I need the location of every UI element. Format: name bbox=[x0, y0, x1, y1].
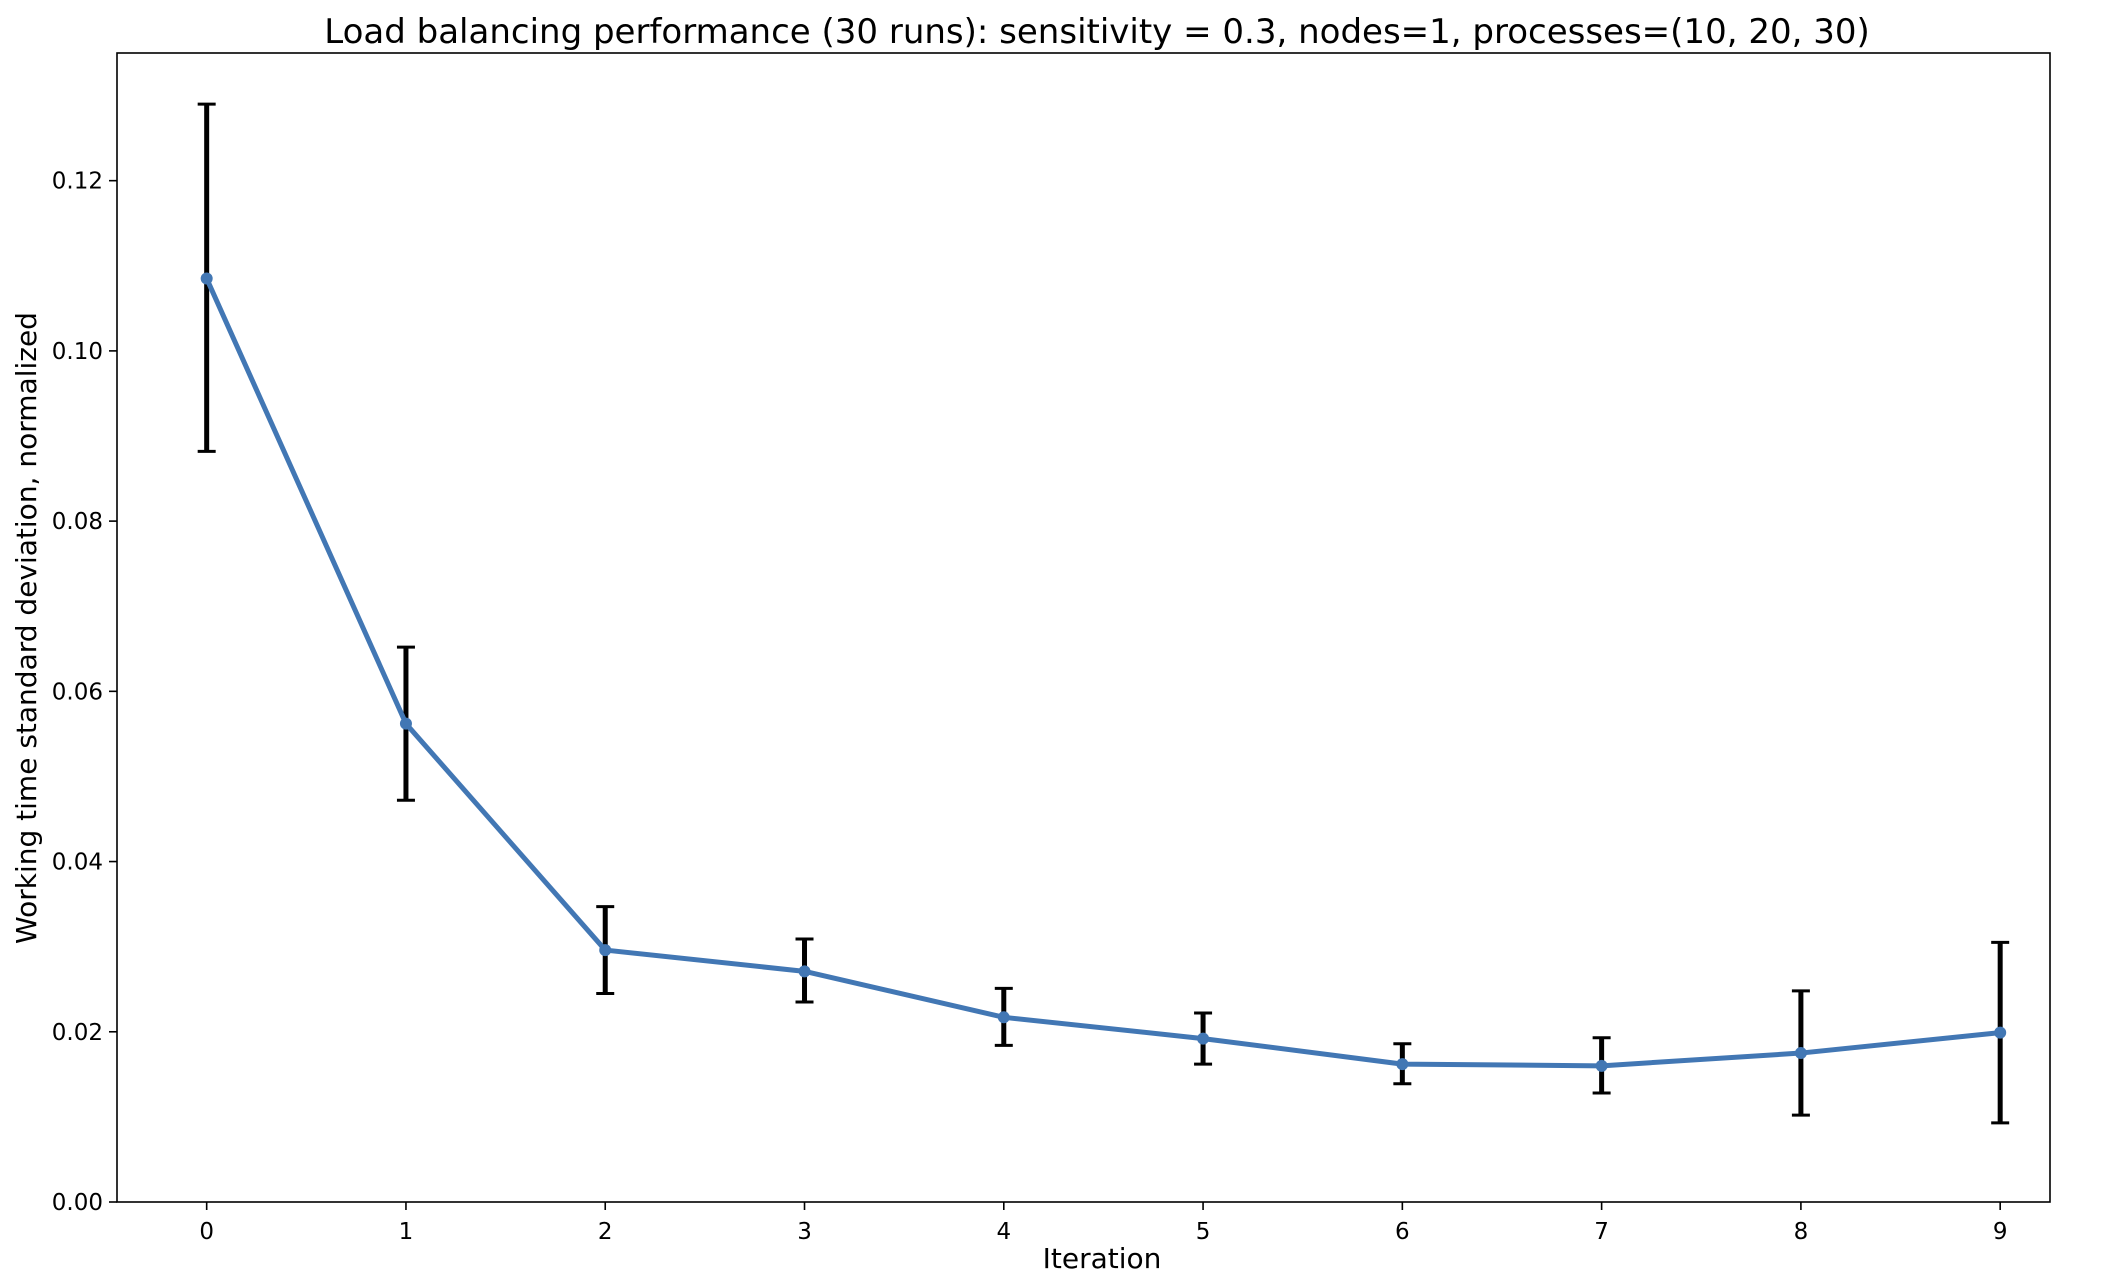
chart-title: Load balancing performance (30 runs): se… bbox=[324, 12, 1869, 52]
data-point bbox=[1794, 1047, 1807, 1060]
x-tick-label: 3 bbox=[797, 1219, 812, 1245]
x-tick-label: 5 bbox=[1196, 1219, 1211, 1245]
y-tick-label: 0.00 bbox=[52, 1190, 103, 1216]
data-point bbox=[599, 944, 612, 957]
data-point bbox=[1994, 1026, 2007, 1039]
y-tick-label: 0.02 bbox=[52, 1020, 103, 1046]
x-axis: 0 1 2 3 4 5 6 7 8 9 bbox=[199, 1202, 2008, 1245]
data-point bbox=[1197, 1032, 1210, 1045]
x-tick-label: 7 bbox=[1594, 1219, 1609, 1245]
y-tick-label: 0.06 bbox=[52, 679, 103, 705]
y-tick-label: 0.10 bbox=[52, 339, 103, 365]
data-point bbox=[399, 717, 412, 730]
data-point bbox=[798, 965, 811, 978]
data-point bbox=[1396, 1058, 1409, 1071]
y-axis: 0.00 0.02 0.04 0.06 0.08 0.10 0.12 bbox=[52, 169, 117, 1216]
x-tick-label: 6 bbox=[1395, 1219, 1410, 1245]
series-markers bbox=[200, 272, 2007, 1072]
data-point bbox=[200, 272, 213, 285]
x-tick-label: 2 bbox=[598, 1219, 613, 1245]
x-tick-label: 9 bbox=[1993, 1219, 2008, 1245]
plot-area-frame bbox=[116, 52, 2051, 1203]
y-tick-label: 0.04 bbox=[52, 850, 103, 876]
y-tick-label: 0.12 bbox=[52, 169, 103, 195]
y-tick-label: 0.08 bbox=[52, 509, 103, 535]
series-line bbox=[204, 276, 2003, 1069]
y-axis-label: Working time standard deviation, normali… bbox=[10, 312, 43, 944]
x-tick-label: 8 bbox=[1794, 1219, 1809, 1245]
x-tick-label: 0 bbox=[199, 1219, 214, 1245]
x-tick-label: 1 bbox=[399, 1219, 414, 1245]
data-point bbox=[997, 1011, 1010, 1024]
x-tick-label: 4 bbox=[996, 1219, 1011, 1245]
data-point bbox=[1595, 1059, 1608, 1072]
error-bars bbox=[197, 102, 2010, 1125]
x-axis-label: Iteration bbox=[1043, 1242, 1162, 1275]
